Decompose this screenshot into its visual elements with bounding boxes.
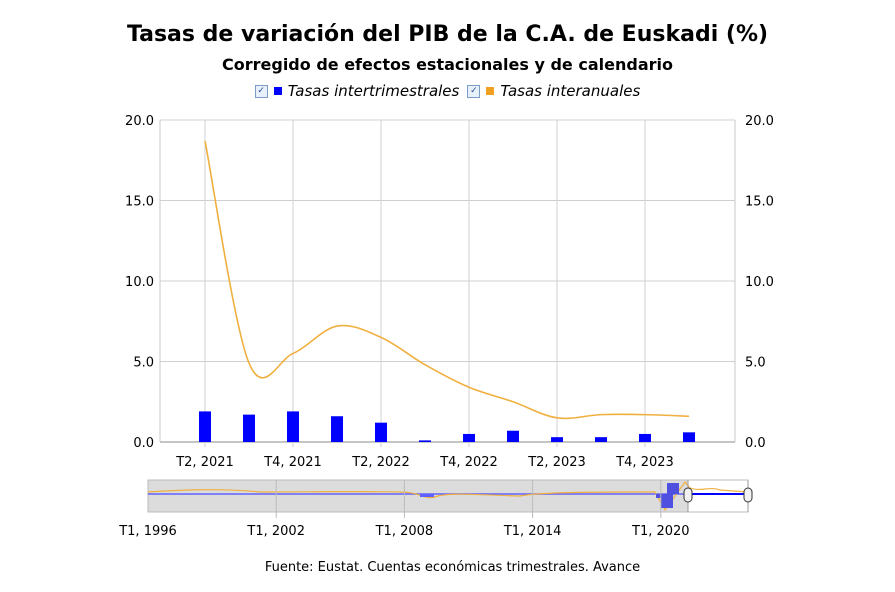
chart-title: Tasas de variación del PIB de la C.A. de… — [126, 22, 769, 47]
bar-T1-2022 — [331, 416, 343, 442]
navigator-tick-label: T1, 2002 — [246, 524, 305, 539]
legend-label: Tasas intertrimestrales — [287, 82, 460, 100]
navigator-bar — [420, 494, 434, 497]
navigator-selection — [688, 493, 748, 495]
checkbox-icon[interactable]: ✓ — [467, 84, 481, 98]
navigator-outside-mask — [148, 480, 688, 512]
navigator-tick-label: T1, 2014 — [503, 524, 562, 539]
navigator-bar — [667, 483, 679, 494]
source-note: Fuente: Eustat. Cuentas económicas trime… — [264, 560, 641, 575]
legend-item-interanuales[interactable]: ✓ Tasas interanuales — [467, 82, 640, 100]
bar-T4-2022 — [463, 433, 475, 442]
x-tick-label: T4, 2021 — [263, 455, 322, 470]
bar-T3-2023 — [595, 437, 607, 442]
navigator-handle-left[interactable] — [683, 487, 693, 503]
legend-item-intertrimestrales[interactable]: ✓ Tasas intertrimestrales — [254, 82, 460, 100]
navigator-bar — [656, 494, 661, 498]
y-tick-label-right: 5.0 — [745, 356, 766, 371]
navigator-tick-label: T1, 1996 — [118, 524, 177, 539]
bar-T2-2023 — [551, 437, 563, 442]
legend-swatch — [486, 87, 495, 95]
navigator-bar — [661, 494, 673, 508]
y-tick-label-left: 10.0 — [125, 275, 154, 290]
y-tick-label-right: 10.0 — [745, 275, 774, 290]
navigator[interactable]: T1, 1996 T1, 2002 T1, 2008 T1, 2014 T1, 2020 — [118, 479, 753, 539]
y-tick-label-right: 20.0 — [745, 114, 774, 129]
x-tick-label: T4, 2023 — [615, 455, 674, 470]
bar-T3-2021 — [243, 414, 255, 442]
y-tick-label-left: 5.0 — [133, 356, 154, 371]
navigator-tick-label: T1, 2020 — [631, 524, 690, 539]
bar-T3-2022 — [419, 440, 431, 442]
chart-subtitle: Corregido de efectos estacionales y de c… — [222, 55, 673, 74]
x-tick-label: T4, 2022 — [439, 455, 498, 470]
x-tick-label: T2, 2022 — [351, 455, 410, 470]
bar-T1-2023 — [507, 430, 519, 442]
bar-T4-2023 — [639, 433, 651, 442]
bar-T1-2024 — [683, 432, 695, 442]
bar-T2-2021 — [199, 411, 211, 442]
bar-T4-2021 — [287, 411, 299, 442]
y-tick-label-right: 15.0 — [745, 195, 774, 210]
checkbox-icon[interactable]: ✓ — [254, 84, 268, 98]
bar-T2-2022 — [375, 422, 387, 442]
x-tick-label: T2, 2023 — [527, 455, 586, 470]
legend: ✓ Tasas intertrimestrales ✓ Tasas intera… — [0, 82, 895, 100]
y-tick-label-left: 20.0 — [125, 114, 154, 129]
navigator-tick-label: T1, 2008 — [375, 524, 434, 539]
y-tick-label-left: 0.0 — [133, 436, 154, 451]
navigator-handle-right[interactable] — [743, 487, 753, 503]
y-tick-label-right: 0.0 — [745, 436, 766, 451]
legend-swatch — [273, 87, 282, 95]
x-tick-label: T2, 2021 — [175, 455, 234, 470]
y-tick-label-left: 15.0 — [125, 195, 154, 210]
legend-label: Tasas interanuales — [500, 82, 641, 100]
line-interanuales — [204, 140, 690, 420]
